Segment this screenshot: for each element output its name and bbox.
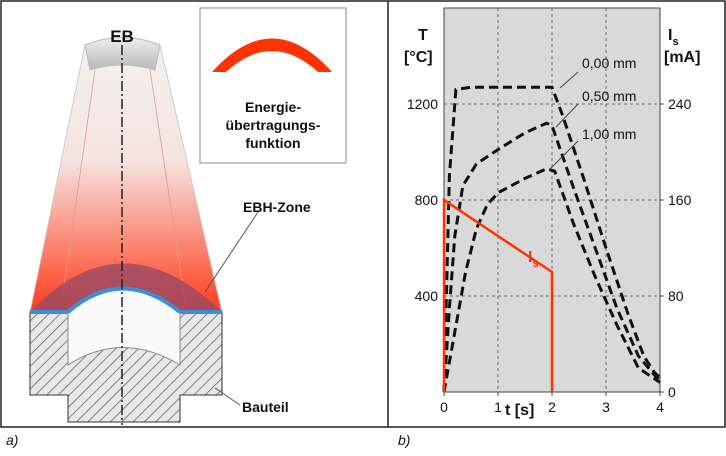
y-tick-label: 800: [415, 192, 439, 208]
inset-text: Energie-: [245, 99, 301, 115]
x-axis-label: t [s]: [505, 402, 534, 419]
y-tick-label: 400: [415, 288, 439, 304]
y2-tick-label: 0: [668, 384, 676, 400]
series-label: Is: [528, 249, 539, 270]
y-tick-label: 1200: [407, 96, 438, 112]
series-label: 1,00 mm: [582, 126, 636, 142]
inset-text: übertragungs-: [226, 117, 321, 133]
series-label: 0,00 mm: [582, 55, 636, 71]
y2-tick-label: 80: [668, 288, 684, 304]
series-label-text: I: [528, 249, 532, 266]
leader-line: [548, 140, 579, 171]
part-label: Bauteil: [242, 399, 289, 415]
y-axis-label: T: [418, 27, 428, 44]
panel-a-drawing: [29, 7, 347, 425]
y2-tick-label: 160: [668, 192, 692, 208]
beam-label: EB: [110, 27, 134, 46]
leader-line: [555, 103, 579, 128]
series-line: [442, 121, 661, 393]
series-label-sub: s: [532, 258, 538, 270]
x-tick-label: 2: [548, 399, 556, 415]
y-axis-label: [°C]: [404, 49, 433, 66]
x-tick-label: 3: [602, 399, 610, 415]
y2-axis-label: Is: [668, 27, 679, 48]
series-line: [442, 197, 554, 392]
series-label: 0,50 mm: [582, 88, 636, 104]
y2-axis-label-sub: s: [672, 36, 678, 48]
panel-label: a): [6, 432, 18, 448]
y2-axis-label-text: I: [668, 27, 672, 44]
panel-label: b): [398, 432, 410, 448]
series-line: [442, 85, 661, 393]
x-tick-label: 1: [494, 399, 502, 415]
y2-tick-label: 240: [668, 96, 692, 112]
inset-text: funktion: [245, 135, 300, 151]
frame: [0, 0, 726, 428]
x-tick-label: 4: [656, 399, 664, 415]
series-line: [442, 167, 661, 393]
x-tick-label: 0: [440, 399, 448, 415]
zone-label: EBH-Zone: [243, 199, 311, 215]
y2-axis-label: [mA]: [664, 49, 700, 66]
leader-line: [559, 71, 579, 89]
